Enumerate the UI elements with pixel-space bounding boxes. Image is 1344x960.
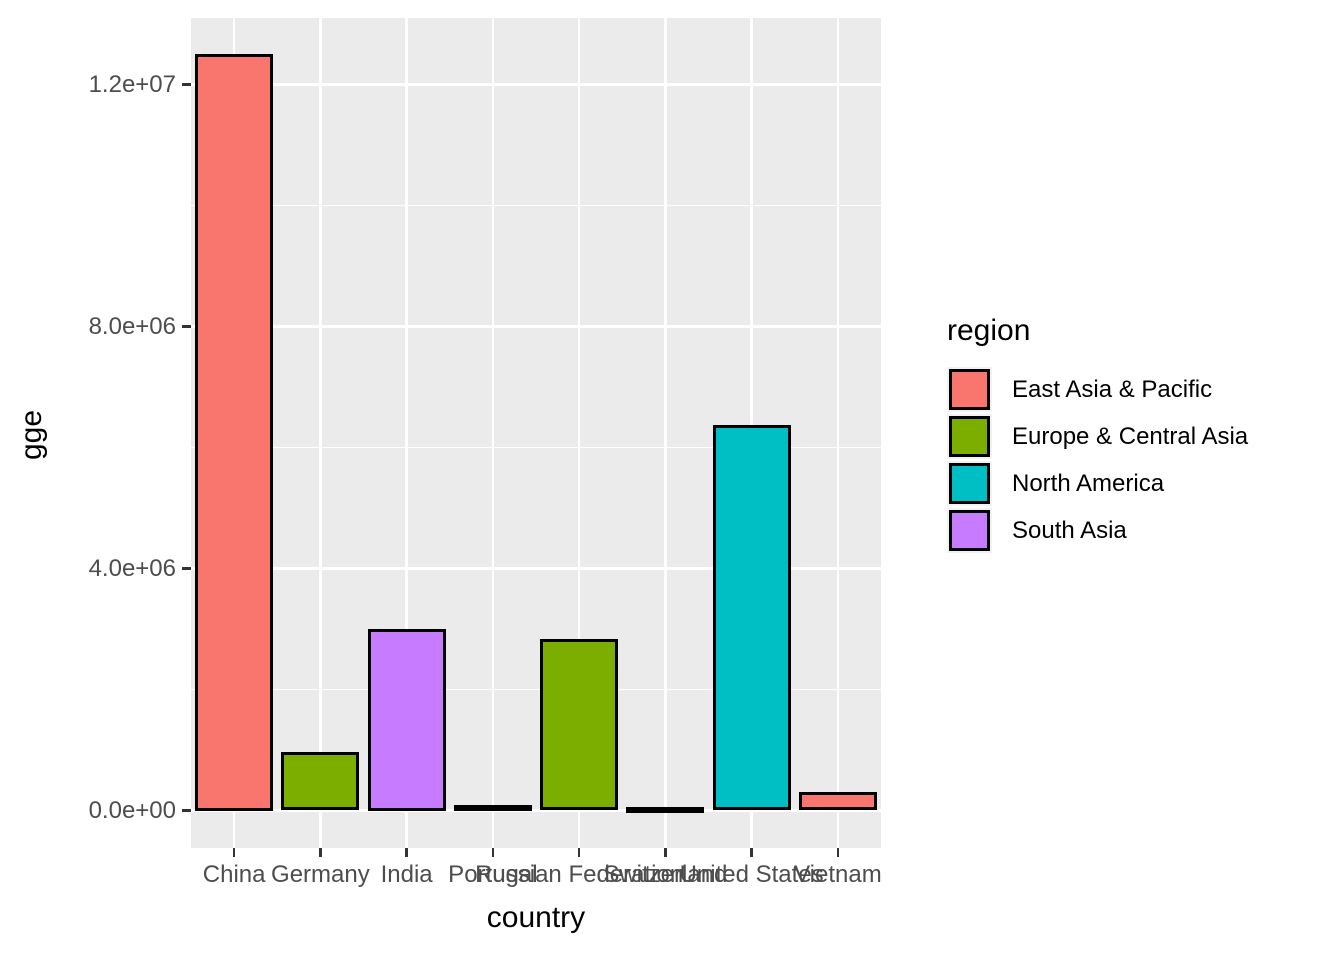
major-gridline-x-switzerland xyxy=(664,18,667,848)
y-tick-label-0.0e+00: 0.0e+00 xyxy=(88,796,176,824)
x-tick-china xyxy=(232,848,236,857)
x-tick-united-states xyxy=(750,848,753,857)
major-gridline-y-8.0e+06 xyxy=(191,325,881,328)
major-gridline-x-germany xyxy=(319,18,322,848)
bar-vietnam xyxy=(798,792,877,811)
x-tick-russian-federation xyxy=(577,848,581,857)
y-tick-4.0e+06 xyxy=(182,567,191,570)
x-tick-label-portugal: Portugal xyxy=(448,861,538,888)
major-gridline-y-0.0e+00 xyxy=(191,809,881,812)
x-tick-portugal xyxy=(491,848,495,857)
legend-title: region xyxy=(947,314,1031,347)
legend-label-east-asia-pacific: East Asia & Pacific xyxy=(1012,375,1213,403)
legend-item-north-america: North America xyxy=(947,460,1248,507)
minor-gridline-y xyxy=(191,688,881,691)
major-gridline-x-vietnam xyxy=(836,18,840,848)
y-tick-label-4.0e+06: 4.0e+06 xyxy=(88,554,176,582)
x-tick-switzerland xyxy=(664,848,667,857)
bar-india xyxy=(367,629,446,811)
legend-item-east-asia-pacific: East Asia & Pacific xyxy=(947,366,1248,413)
legend-label-south-asia: South Asia xyxy=(1012,516,1127,544)
x-axis-title: country xyxy=(486,901,586,934)
legend-key-fill-south-asia xyxy=(949,510,990,551)
major-gridline-x-india xyxy=(405,18,408,848)
x-tick-label-vietnam: Vietnam xyxy=(794,861,882,888)
major-gridline-x-portugal xyxy=(491,18,495,848)
plot-panel xyxy=(191,18,881,848)
legend: region East Asia & Pacific Europe & Centr… xyxy=(947,314,1248,554)
bar-portugal xyxy=(453,805,532,812)
major-gridline-y-1.2e+07 xyxy=(191,83,881,86)
minor-gridline-y xyxy=(191,446,881,449)
y-axis-title: gge xyxy=(15,409,48,461)
major-gridline-x-russian-federation xyxy=(577,18,581,848)
bar-united-states xyxy=(712,424,791,811)
bar-china xyxy=(195,54,274,811)
x-tick-label-switzerland: Switzerland xyxy=(603,861,728,888)
bar-switzerland xyxy=(626,806,705,813)
legend-key-swatch xyxy=(947,508,992,553)
legend-items: East Asia & Pacific Europe & Central Asia… xyxy=(947,366,1248,554)
legend-key-fill-east-asia-pacific xyxy=(949,369,990,410)
y-tick-8.0e+06 xyxy=(182,325,191,328)
legend-key-swatch xyxy=(947,367,992,412)
x-tick-label-russian-federation: Russian Federation xyxy=(475,861,684,888)
legend-label-north-america: North America xyxy=(1012,469,1165,497)
y-tick-label-8.0e+06: 8.0e+06 xyxy=(88,312,176,340)
bar-russian-federation xyxy=(540,639,619,811)
x-tick-label-united-states: United States xyxy=(679,861,824,888)
legend-key-fill-europe-central-asia xyxy=(949,416,990,457)
y-tick-0.0e+00 xyxy=(182,809,191,812)
legend-key-swatch xyxy=(947,461,992,506)
bar-germany xyxy=(281,752,360,811)
major-gridline-y-4.0e+06 xyxy=(191,567,881,570)
legend-label-europe-central-asia: Europe & Central Asia xyxy=(1012,422,1249,450)
x-tick-india xyxy=(405,848,408,857)
legend-item-europe-central-asia: Europe & Central Asia xyxy=(947,413,1248,460)
y-tick-label-1.2e+07: 1.2e+07 xyxy=(88,70,176,98)
x-tick-germany xyxy=(319,848,322,857)
x-tick-vietnam xyxy=(836,848,840,857)
x-tick-label-china: China xyxy=(202,861,266,888)
minor-gridline-y xyxy=(191,204,881,207)
x-tick-label-india: India xyxy=(380,861,433,888)
x-tick-label-germany: Germany xyxy=(271,861,370,888)
legend-key-swatch xyxy=(947,414,992,459)
y-tick-1.2e+07 xyxy=(182,83,191,86)
legend-key-fill-north-america xyxy=(949,463,990,504)
legend-item-south-asia: South Asia xyxy=(947,507,1248,554)
